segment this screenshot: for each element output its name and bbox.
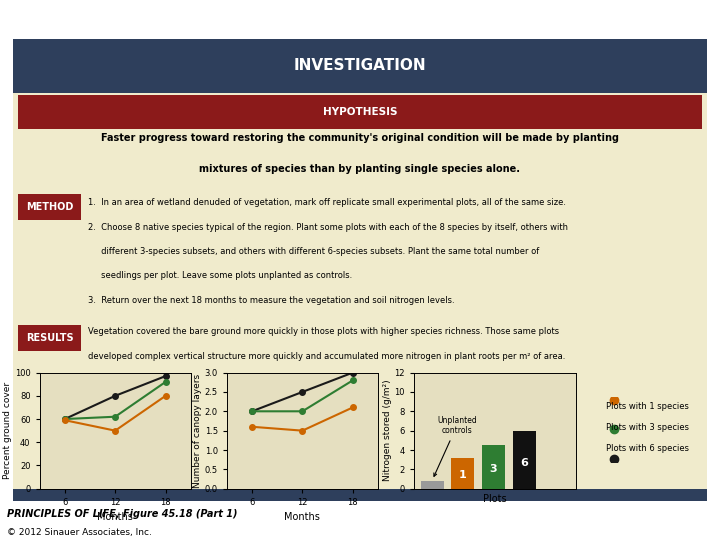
- Text: developed complex vertical structure more quickly and accumulated more nitrogen : developed complex vertical structure mor…: [89, 352, 566, 361]
- Text: Figure 45.18  Species Richness Can Enhance Wetland Restoration (Part 1): Figure 45.18 Species Richness Can Enhanc…: [6, 11, 497, 24]
- Bar: [18, 194, 81, 220]
- Text: 1: 1: [459, 470, 467, 480]
- Text: Plots with 3 species: Plots with 3 species: [606, 423, 689, 432]
- Bar: [451, 458, 474, 489]
- Text: Vegetation covered the bare ground more quickly in those plots with higher speci: Vegetation covered the bare ground more …: [89, 327, 559, 336]
- Y-axis label: Percent ground cover: Percent ground cover: [3, 382, 12, 479]
- X-axis label: Plots: Plots: [483, 494, 507, 504]
- Text: 1.  In an area of wetland denuded of vegetation, mark off replicate small experi: 1. In an area of wetland denuded of vege…: [89, 198, 567, 207]
- Text: 6: 6: [520, 457, 528, 468]
- Text: different 3-species subsets, and others with different 6-species subsets. Plant : different 3-species subsets, and others …: [89, 247, 539, 256]
- Text: Plots with 1 species: Plots with 1 species: [606, 402, 689, 411]
- Text: 3: 3: [490, 464, 498, 474]
- X-axis label: Months: Months: [284, 512, 320, 522]
- Bar: [482, 445, 505, 489]
- Y-axis label: Number of canopy layers: Number of canopy layers: [193, 374, 202, 488]
- Y-axis label: Nitrogen stored (g/m²): Nitrogen stored (g/m²): [383, 380, 392, 482]
- Text: Faster progress toward restoring the community's original condition will be made: Faster progress toward restoring the com…: [101, 133, 619, 143]
- Bar: [18, 94, 702, 129]
- Bar: [18, 325, 81, 351]
- X-axis label: Months: Months: [97, 512, 133, 522]
- Text: RESULTS: RESULTS: [26, 333, 73, 343]
- Bar: [513, 431, 536, 489]
- Text: © 2012 Sinauer Associates, Inc.: © 2012 Sinauer Associates, Inc.: [7, 529, 152, 537]
- Text: Plots with 6 species: Plots with 6 species: [606, 443, 689, 453]
- Text: INVESTIGATION: INVESTIGATION: [294, 58, 426, 73]
- Text: 3.  Return over the next 18 months to measure the vegetation and soil nitrogen l: 3. Return over the next 18 months to mea…: [89, 296, 455, 305]
- Text: METHOD: METHOD: [26, 202, 73, 212]
- Text: PRINCIPLES OF LIFE, Figure 45.18 (Part 1): PRINCIPLES OF LIFE, Figure 45.18 (Part 1…: [7, 509, 238, 519]
- Bar: [421, 481, 444, 489]
- Text: seedlings per plot. Leave some plots unplanted as controls.: seedlings per plot. Leave some plots unp…: [89, 272, 353, 280]
- Text: HYPOTHESIS: HYPOTHESIS: [323, 107, 397, 117]
- Bar: [13, 489, 707, 501]
- Text: Unplanted
controls: Unplanted controls: [434, 416, 477, 476]
- Bar: [13, 39, 707, 93]
- Text: 2.  Choose 8 native species typical of the region. Plant some plots with each of: 2. Choose 8 native species typical of th…: [89, 222, 568, 232]
- Text: mixtures of species than by planting single species alone.: mixtures of species than by planting sin…: [199, 164, 521, 174]
